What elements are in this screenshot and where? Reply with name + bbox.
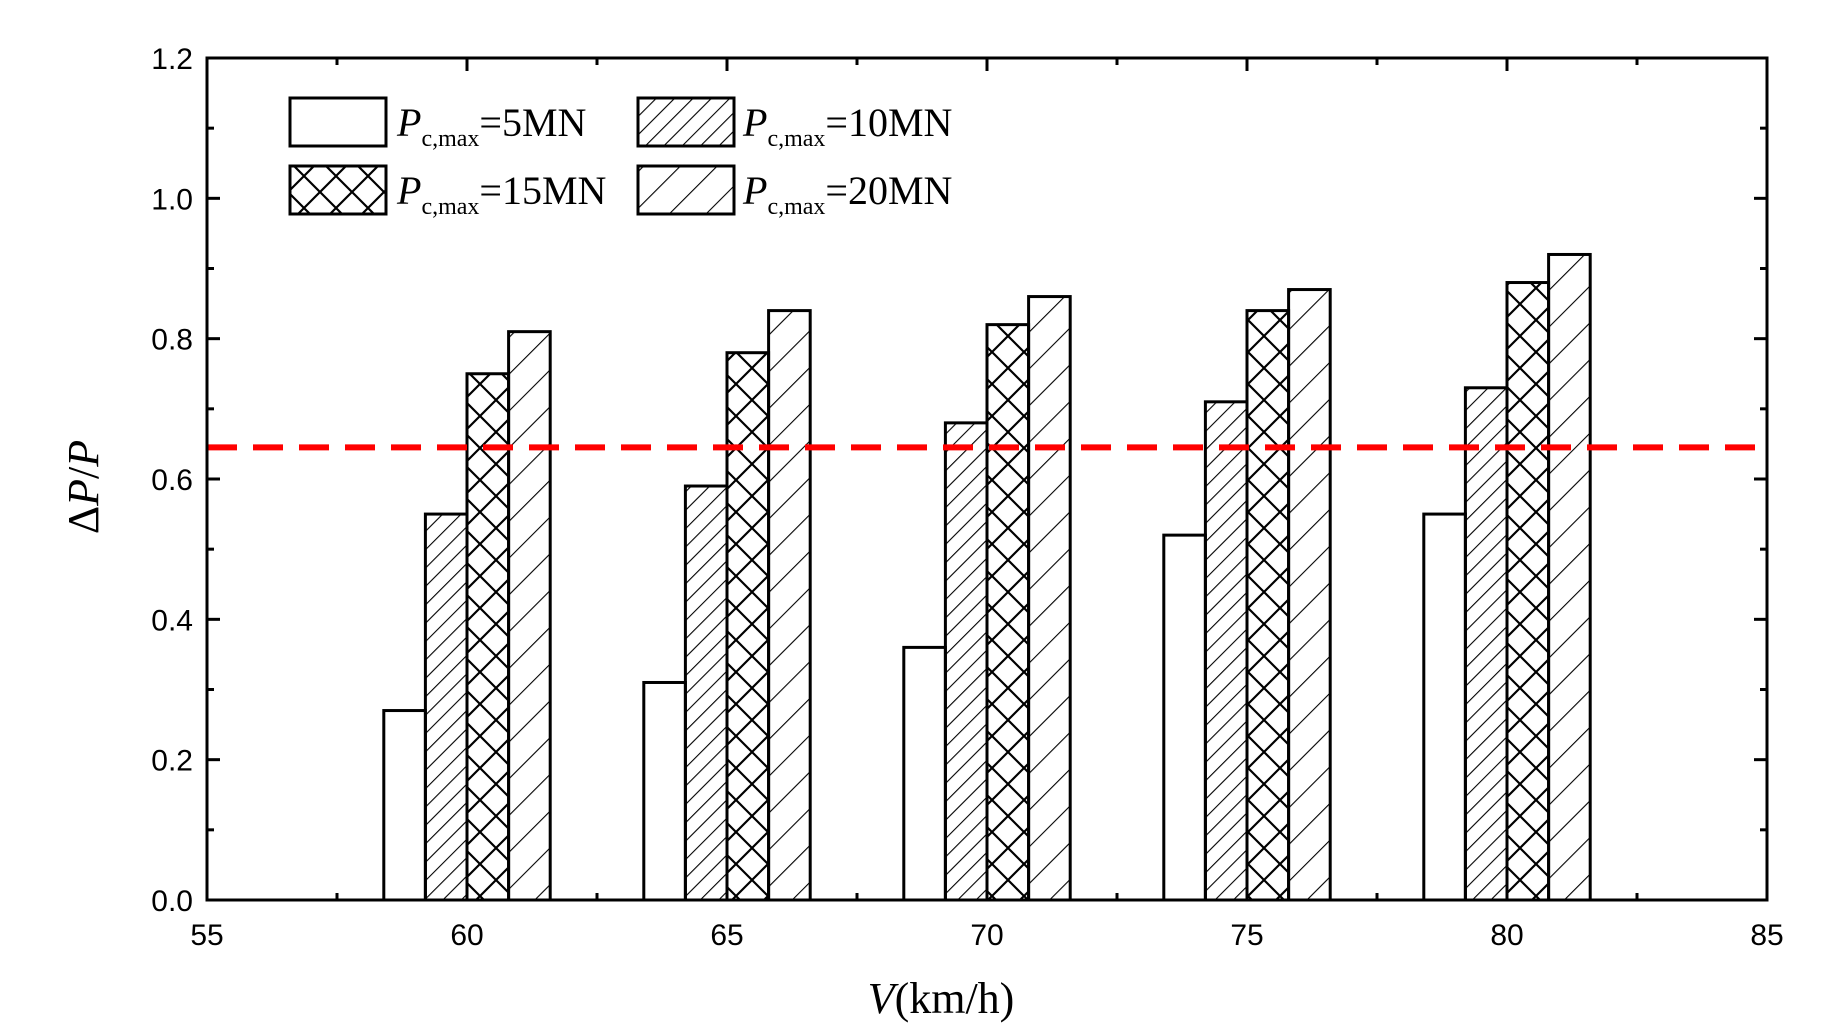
- bar-s2-65: [683, 484, 729, 902]
- y-tick-label-0.4: 0.4: [151, 604, 193, 637]
- y-tick-label-0.8: 0.8: [151, 324, 193, 357]
- legend-label-15mn: Pc,max=15MN: [396, 168, 606, 220]
- bar-s3-80: [1505, 281, 1551, 902]
- legend-label-20mn: Pc,max=20MN: [742, 168, 952, 220]
- x-tick-label-85: 85: [1750, 919, 1783, 952]
- bar-s1-60: [382, 709, 427, 902]
- bar-s4-80: [1547, 252, 1592, 902]
- bar-s4-60: [507, 330, 552, 902]
- bar-s1-65: [642, 680, 687, 902]
- bar-s1-70: [902, 645, 947, 902]
- x-tick-label-60: 60: [450, 919, 483, 952]
- x-tick-label-55: 55: [190, 919, 223, 952]
- ticks-layer: 55 60 65 70 75 80 85 0.0 0.2 0.4 0.6 0.8 1.0 1.2: [151, 43, 1783, 952]
- legend: Pc,max=5MN Pc,max=10MN Pc,max=15MN Pc,ma…: [288, 96, 952, 220]
- bars-layer: [382, 252, 1592, 902]
- x-tick-label-80: 80: [1490, 919, 1523, 952]
- y-tick-label-0.0: 0.0: [151, 885, 193, 918]
- legend-label-10mn: Pc,max=10MN: [742, 100, 952, 152]
- legend-swatch-10mn: [636, 96, 736, 148]
- legend-label-5mn: Pc,max=5MN: [396, 100, 586, 152]
- bar-s4-70: [1027, 295, 1072, 902]
- x-axis-title: V(km/h): [868, 974, 1015, 1023]
- legend-swatch-5mn: [288, 96, 388, 148]
- x-tick-label-65: 65: [710, 919, 743, 952]
- bar-s2-80: [1463, 386, 1509, 902]
- y-tick-label-1.2: 1.2: [151, 43, 193, 76]
- bar-s1-75: [1162, 533, 1207, 902]
- y-axis-title: ΔP/P: [59, 440, 108, 534]
- bar-s3-65: [725, 351, 771, 902]
- bar-s4-75: [1287, 288, 1332, 902]
- legend-swatch-15mn: [288, 164, 388, 216]
- bar-s3-70: [985, 323, 1031, 902]
- y-tick-label-1.0: 1.0: [151, 183, 193, 216]
- bar-s1-80: [1422, 512, 1467, 902]
- bar-s3-60: [465, 372, 511, 902]
- x-tick-label-75: 75: [1230, 919, 1263, 952]
- y-tick-label-0.2: 0.2: [151, 745, 193, 778]
- y-tick-label-0.6: 0.6: [151, 464, 193, 497]
- bar-s2-75: [1203, 400, 1249, 902]
- x-tick-label-70: 70: [970, 919, 1003, 952]
- bar-s2-60: [423, 512, 469, 902]
- bar-s2-70: [943, 421, 989, 902]
- bar-s4-65: [767, 309, 812, 902]
- bar-s3-75: [1245, 309, 1291, 902]
- legend-swatch-20mn: [636, 164, 736, 216]
